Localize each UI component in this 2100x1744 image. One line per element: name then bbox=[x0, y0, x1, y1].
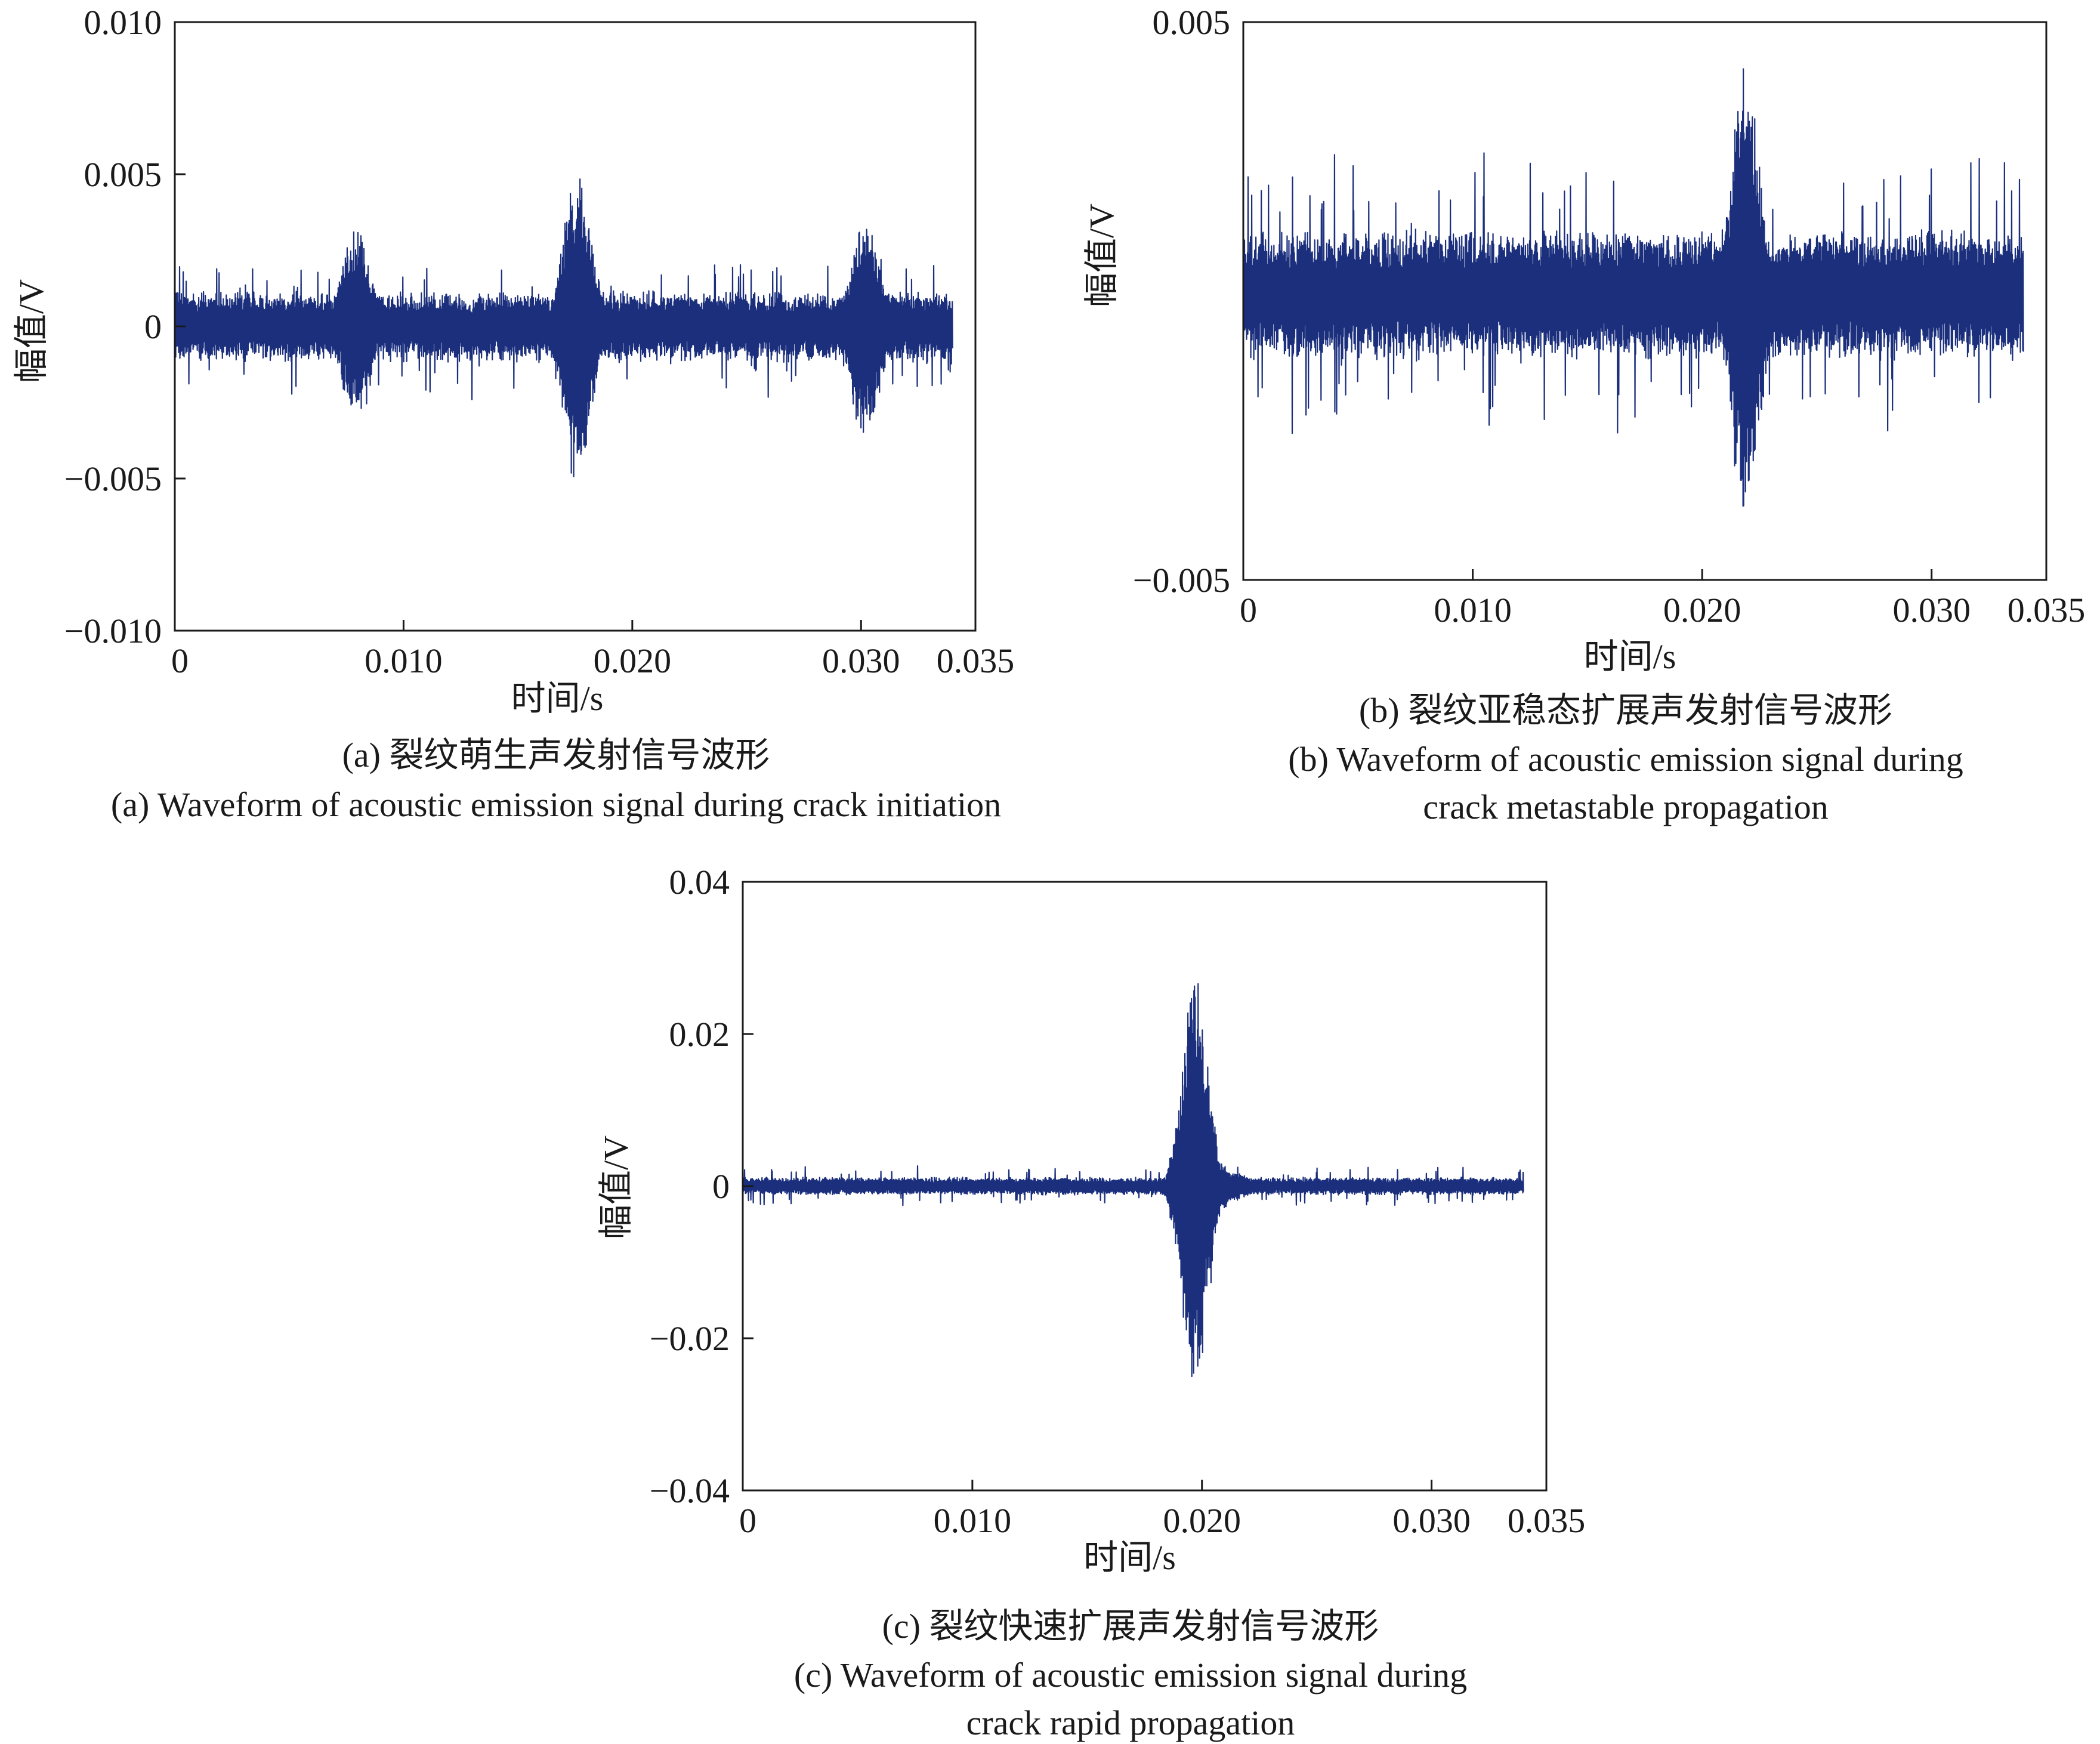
chart-a-caption-en: (a) Waveform of acoustic emission signal… bbox=[111, 785, 1001, 824]
chart-c-ytick-label: −0.02 bbox=[650, 1319, 730, 1358]
chart-a-xtick-label: 0.010 bbox=[365, 641, 443, 680]
chart-a-ytick-label: 0 bbox=[144, 307, 162, 346]
chart-c-xtick-label: 0.030 bbox=[1392, 1501, 1471, 1540]
chart-b: 0 0.010 0.020 0.030 0.035 0.005 −0.005 时间/s 幅值/V… bbox=[1082, 3, 2085, 826]
chart-a-xtick-label: 0.020 bbox=[594, 641, 672, 680]
chart-a-ytick-label: −0.005 bbox=[64, 459, 162, 498]
chart-c-xtick-label: 0.020 bbox=[1163, 1501, 1241, 1540]
chart-a-series-waveform bbox=[174, 178, 953, 477]
chart-c-ytick-label: 0.02 bbox=[669, 1015, 730, 1054]
chart-c-ytick-label: 0 bbox=[712, 1167, 730, 1206]
chart-a-xtick-label: 0.035 bbox=[937, 641, 1015, 680]
chart-a-caption-cn: (a) 裂纹萌生声发射信号波形 bbox=[342, 736, 770, 774]
chart-a-ytick-label: 0.010 bbox=[84, 3, 162, 42]
chart-c-series-waveform bbox=[742, 983, 1524, 1378]
chart-c-caption-cn: (c) 裂纹快速扩展声发射信号波形 bbox=[882, 1607, 1379, 1646]
chart-b-xtick-label: 0.030 bbox=[1892, 591, 1971, 629]
chart-c-xtick-label: 0.035 bbox=[1508, 1501, 1586, 1540]
chart-c-xtick-label: 0.010 bbox=[934, 1501, 1012, 1540]
chart-a-ytick-label: 0.005 bbox=[84, 155, 162, 194]
chart-b-ytick-label: −0.005 bbox=[1133, 561, 1230, 600]
chart-c: 0 0.010 0.020 0.030 0.0350.040.020−0.02−0.04… bbox=[597, 863, 1585, 1742]
chart-b-caption-en: (b) Waveform of acoustic emission signal… bbox=[1288, 740, 1963, 779]
chart-b-ytick-label: 0.005 bbox=[1153, 3, 1231, 42]
chart-c-caption-en: crack rapid propagation bbox=[966, 1703, 1295, 1742]
chart-a-xtick-label: 0.030 bbox=[822, 641, 900, 680]
chart-a: 0 0.010 0.020 0.030 0.035 0.010 0.005 0 −0.005 −0… bbox=[12, 3, 1014, 824]
chart-c-ytick-label: −0.04 bbox=[650, 1471, 730, 1510]
chart-b-ylabel: 幅值/V bbox=[1082, 203, 1121, 307]
chart-a-ytick-label: −0.010 bbox=[64, 612, 162, 650]
chart-a-ylabel: 幅值/V bbox=[12, 279, 51, 383]
chart-a-xtick-label: 0 bbox=[171, 641, 189, 680]
chart-b-xtick-label: 0 bbox=[1240, 591, 1257, 629]
chart-a-xlabel: 时间/s bbox=[511, 679, 604, 718]
chart-b-plot-frame bbox=[1242, 21, 2048, 581]
chart-b-caption-en: crack metastable propagation bbox=[1423, 788, 1829, 826]
chart-b-series-waveform bbox=[1242, 68, 2024, 507]
chart-b-caption-cn: (b) 裂纹亚稳态扩展声发射信号波形 bbox=[1359, 691, 1892, 730]
chart-b-xtick-label: 0.020 bbox=[1663, 591, 1741, 629]
chart-b-xtick-label: 0.010 bbox=[1434, 591, 1512, 629]
chart-c-ylabel: 幅值/V bbox=[597, 1135, 635, 1239]
chart-c-xlabel: 时间/s bbox=[1083, 1538, 1176, 1577]
chart-c-xtick-label: 0 bbox=[739, 1501, 756, 1540]
chart-b-xlabel: 时间/s bbox=[1584, 637, 1676, 676]
chart-c-caption-en: (c) Waveform of acoustic emission signal… bbox=[794, 1656, 1467, 1694]
chart-b-xtick-label: 0.035 bbox=[2008, 591, 2086, 629]
chart-c-ytick-label: 0.04 bbox=[669, 863, 730, 902]
